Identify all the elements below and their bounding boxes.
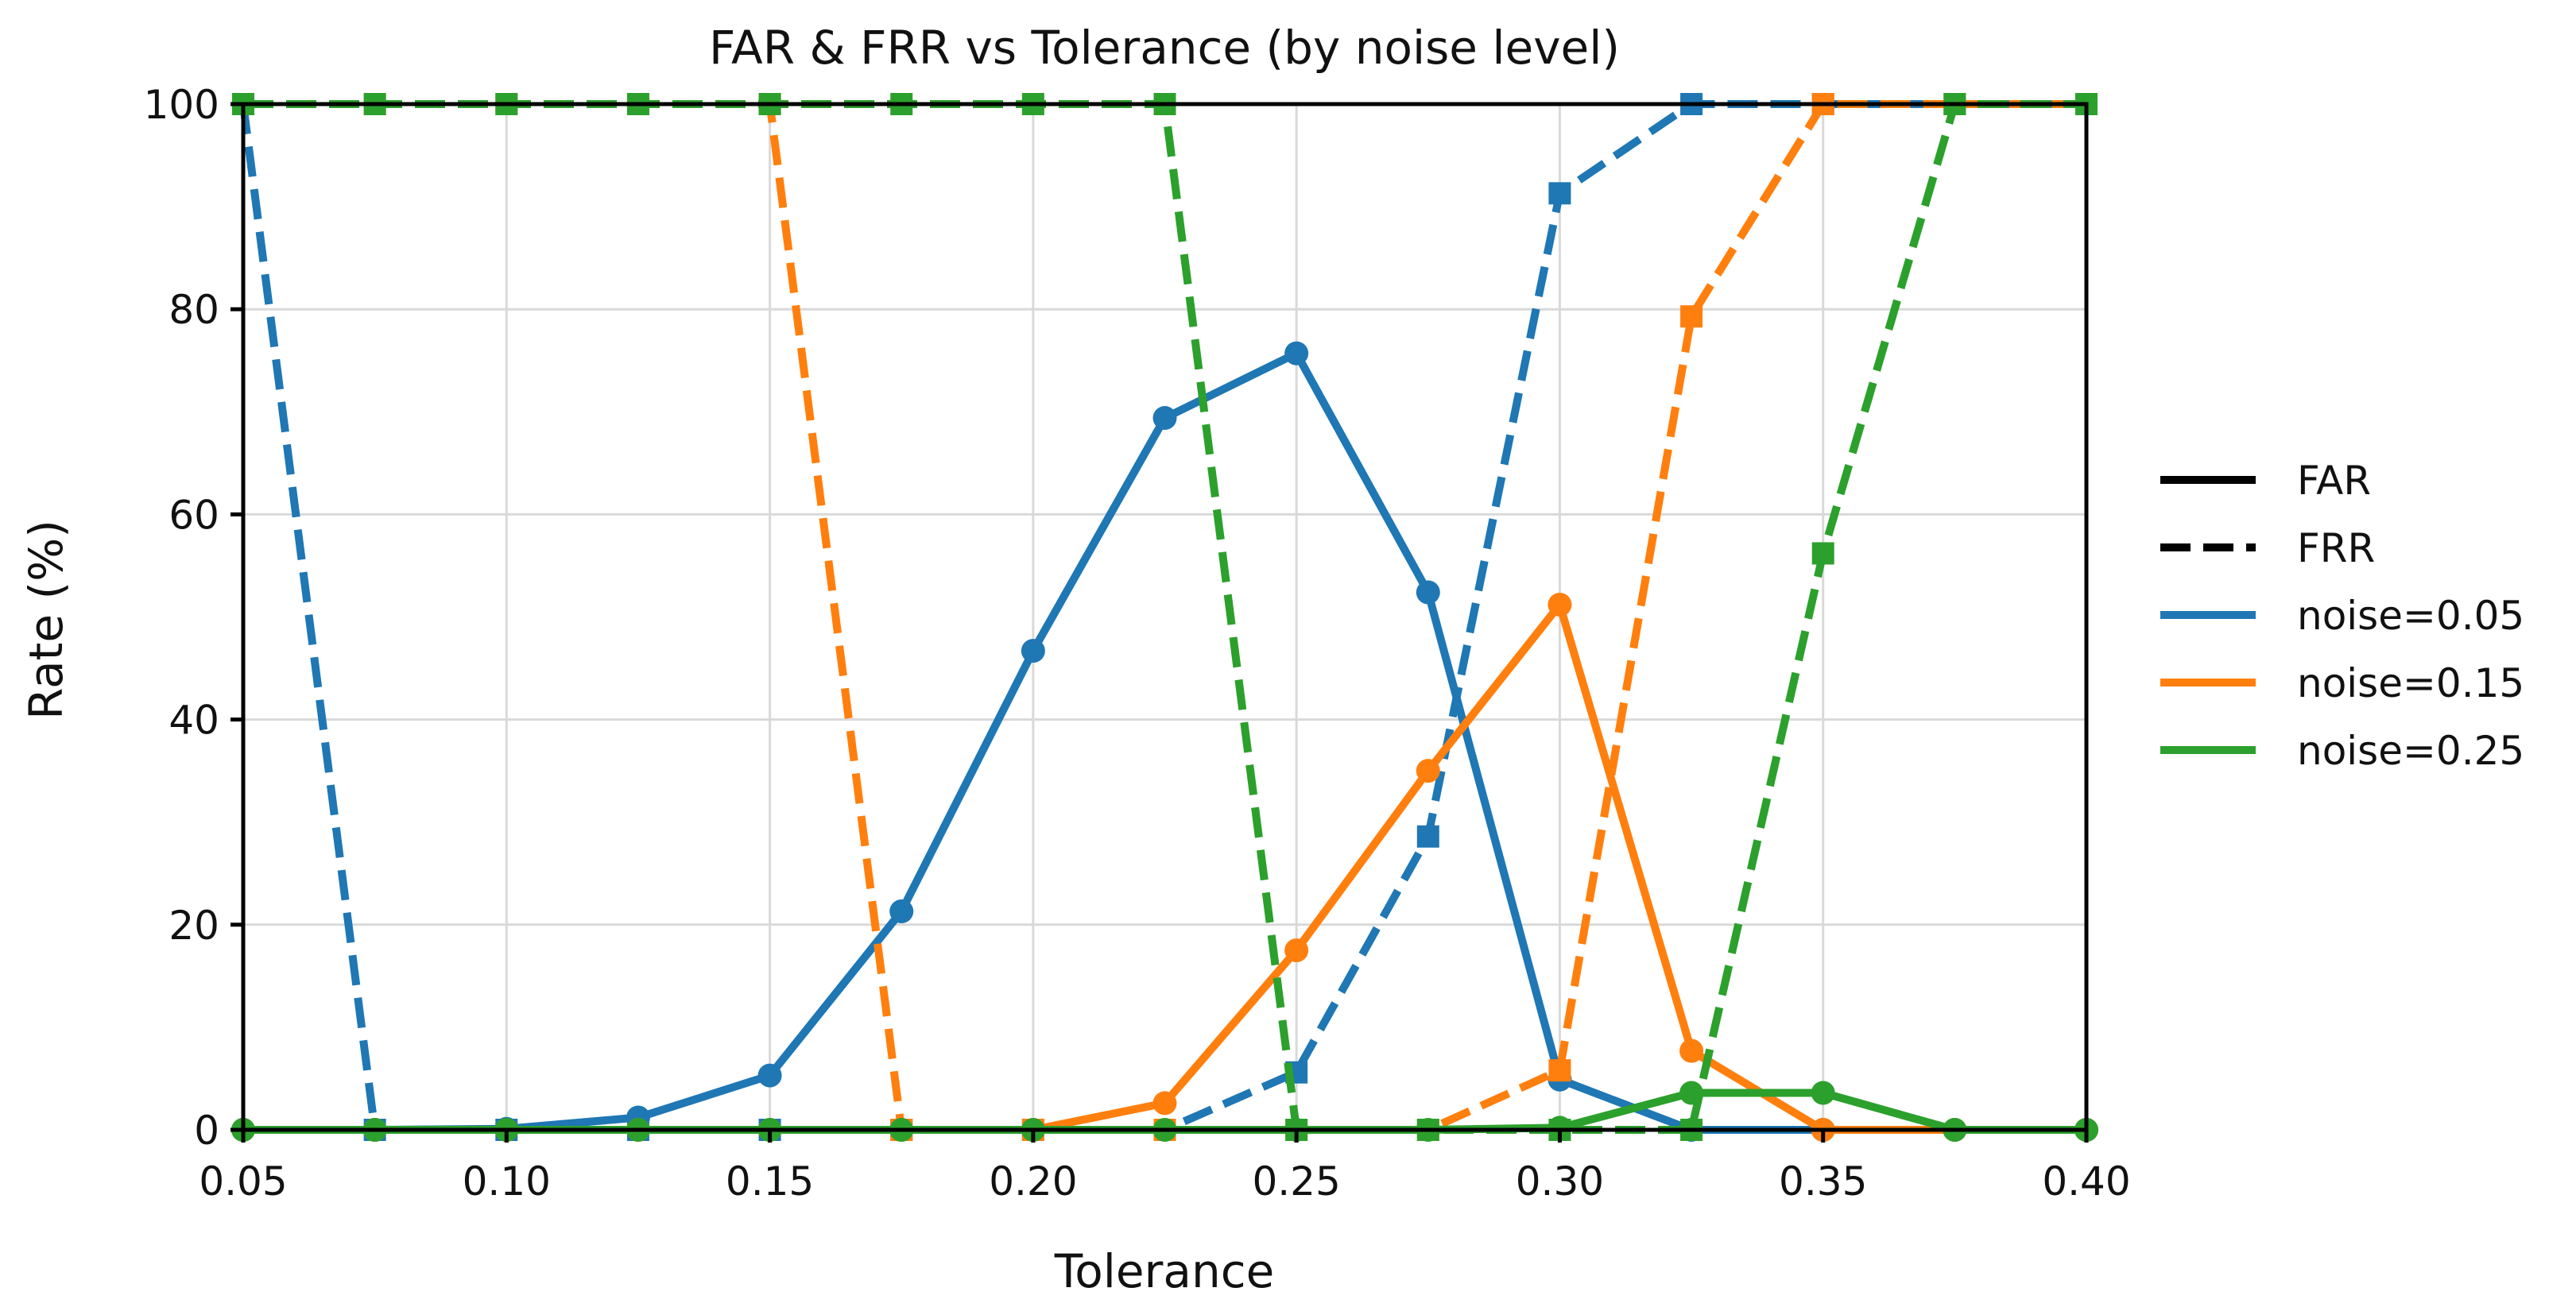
- noise-015-far-line: [243, 601, 2086, 1134]
- y-tick-label: 80: [169, 287, 219, 333]
- noise-005-frr-point: [1548, 182, 1571, 205]
- x-tick-label: 0.10: [463, 1158, 551, 1205]
- x-tick-label: 0.05: [199, 1158, 287, 1205]
- legend-noise-015-label: noise=0.15: [2297, 660, 2524, 706]
- noise-005-far-line: [243, 349, 2086, 1134]
- chart-title: FAR & FRR vs Tolerance (by noise level): [709, 21, 1620, 75]
- noise-015-far-point: [1548, 593, 1572, 617]
- y-tick-label: 40: [169, 698, 219, 744]
- noise-005-far-point: [1284, 341, 1309, 365]
- noise-015-far-series: [231, 593, 2098, 1142]
- y-axis: 0 20 40 60 80 100: [144, 82, 243, 1154]
- plot-frame: [241, 102, 2089, 1132]
- noise-015-far-point: [1679, 1038, 1704, 1063]
- noise-015-far-point: [1416, 759, 1440, 783]
- series-layer: [231, 93, 2098, 1142]
- x-axis-label: Tolerance: [1054, 1244, 1275, 1298]
- y-tick-label: 100: [144, 82, 219, 128]
- noise-005-far-point: [889, 899, 914, 924]
- x-tick-label: 0.15: [726, 1158, 814, 1205]
- noise-025-far-point: [1811, 1081, 1835, 1105]
- noise-025-frr-line: [243, 100, 2086, 1134]
- noise-025-frr-point: [1811, 542, 1834, 565]
- y-axis-label: Rate (%): [19, 520, 73, 720]
- x-axis: 0.05 0.10 0.15 0.20 0.25 0.30 0.35 0.40: [199, 1130, 2131, 1205]
- noise-005-frr-point: [1416, 825, 1439, 848]
- x-tick-label: 0.25: [1252, 1158, 1340, 1205]
- noise-005-far-point: [1152, 406, 1177, 431]
- noise-015-far-point: [1284, 938, 1309, 963]
- legend-noise-025-label: noise=0.25: [2297, 728, 2524, 774]
- x-tick-label: 0.20: [989, 1158, 1077, 1205]
- noise-005-far-point: [1021, 639, 1045, 663]
- noise-005-far-point: [1416, 580, 1440, 605]
- x-tick-label: 0.40: [2042, 1158, 2130, 1205]
- legend-noise-005-label: noise=0.05: [2297, 593, 2524, 639]
- noise-005-far-series: [231, 341, 2098, 1142]
- legend-far-label: FAR: [2297, 458, 2371, 504]
- noise-015-frr-point: [1548, 1059, 1571, 1082]
- noise-005-far-point: [757, 1063, 782, 1088]
- legend-frr-label: FRR: [2297, 525, 2375, 571]
- noise-005-frr-series: [232, 93, 2098, 1141]
- noise-015-frr-series: [232, 93, 2098, 1141]
- y-tick-label: 20: [169, 903, 219, 949]
- noise-015-far-point: [1152, 1091, 1177, 1116]
- legend: FAR FRR noise=0.05 noise=0.15 noise=0.25: [2160, 458, 2524, 774]
- x-tick-label: 0.35: [1779, 1158, 1867, 1205]
- y-tick-label: 60: [169, 492, 219, 538]
- x-tick-label: 0.30: [1516, 1158, 1604, 1205]
- noise-015-frr-point: [1680, 305, 1703, 328]
- noise-025-frr-series: [232, 93, 2098, 1141]
- y-tick-label: 0: [194, 1108, 219, 1154]
